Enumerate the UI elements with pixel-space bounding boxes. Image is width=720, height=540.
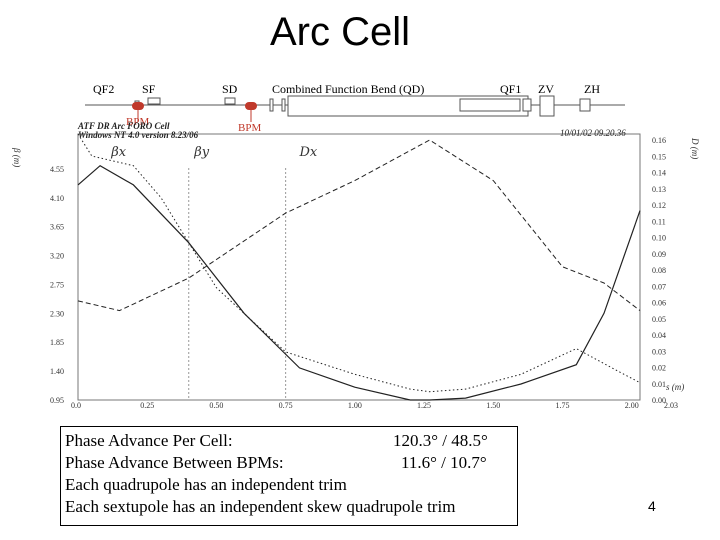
y-right-tick-label: 0.08 bbox=[652, 266, 666, 275]
y-right-tick-label: 0.13 bbox=[652, 185, 666, 194]
x-tick-label: 2.00 bbox=[625, 401, 639, 410]
plot-frame bbox=[77, 133, 641, 401]
x-axis-label: s (m) bbox=[666, 382, 684, 392]
y-right-tick-label: 0.04 bbox=[652, 331, 666, 340]
note-row: Phase Advance Per Cell: 120.3° / 48.5° bbox=[65, 430, 517, 452]
y-left-tick-label: 4.55 bbox=[50, 165, 64, 174]
y-right-tick-label: 0.09 bbox=[652, 250, 666, 259]
bpm-label-1: BPM bbox=[126, 116, 150, 128]
zv-magnet bbox=[539, 95, 555, 117]
slide-title: Arc Cell bbox=[269, 10, 411, 54]
x-tick-label: 1.00 bbox=[348, 401, 362, 410]
y-right-tick-label: 0.03 bbox=[652, 347, 666, 356]
marker bbox=[269, 98, 274, 112]
y-right-axis-label: D (m) bbox=[690, 137, 700, 159]
x-tick-label: 0.75 bbox=[279, 401, 293, 410]
y-right-tick-label: 0.06 bbox=[652, 299, 666, 308]
y-right-tick-label: 0.14 bbox=[652, 169, 666, 178]
y-left-axis-label: β (m) bbox=[12, 147, 22, 167]
label-qf1: QF1 bbox=[500, 82, 522, 96]
x-tick-label: 0.0 bbox=[71, 401, 81, 410]
y-left-tick-label: 2.75 bbox=[50, 280, 64, 289]
y-right-tick-label: 0.01 bbox=[652, 380, 666, 389]
series-line-Dx bbox=[77, 139, 641, 312]
zh-magnet bbox=[579, 98, 591, 112]
plot-series bbox=[77, 133, 641, 401]
y-left-tick-label: 1.85 bbox=[50, 338, 64, 347]
x-tick-label: 0.50 bbox=[209, 401, 223, 410]
qf1-magnet bbox=[522, 98, 532, 112]
note-value: 120.3° / 48.5° bbox=[393, 431, 488, 450]
label-zh: ZH bbox=[584, 82, 600, 96]
y-left-tick-label: 3.20 bbox=[50, 252, 64, 261]
y-right-tick-label: 0.12 bbox=[652, 201, 666, 210]
y-left-tick-label: 2.30 bbox=[50, 309, 64, 318]
page-number: 4 bbox=[648, 498, 656, 514]
y-right-tick-label: 0.02 bbox=[652, 364, 666, 373]
note-value: 11.6° / 10.7° bbox=[401, 453, 487, 472]
note-label: Phase Advance Between BPMs: bbox=[65, 453, 284, 472]
label-bend: Combined Function Bend (QD) bbox=[272, 82, 425, 96]
x-tick-label: 1.25 bbox=[417, 401, 431, 410]
y-right-tick-label: 0.00 bbox=[652, 396, 666, 405]
y-left-tick-label: 4.10 bbox=[50, 194, 64, 203]
x-tick-label: 1.75 bbox=[555, 401, 569, 410]
plot-date: 10/01/02 09.20.36 bbox=[560, 128, 626, 138]
y-left-tick-label: 0.95 bbox=[50, 396, 64, 405]
y-left-tick-label: 1.40 bbox=[50, 367, 64, 376]
bpm-marker bbox=[245, 102, 257, 110]
y-right-tick-label: 0.10 bbox=[652, 234, 666, 243]
y-right-tick-label: 0.05 bbox=[652, 315, 666, 324]
plot-ticks: βx βy Dx 4.55 4.10 3.65 3.20 2.75 2.30 1.85 1.40 0.… bbox=[12, 136, 700, 410]
bpm-label-2: BPM bbox=[238, 122, 262, 134]
note-label: Each sextupole has an independent skew q… bbox=[65, 497, 456, 516]
x-tick-label: 2.03 bbox=[664, 401, 678, 410]
label-qf2: QF2 bbox=[93, 82, 115, 96]
bpm-marker bbox=[132, 102, 144, 110]
y-right-tick-label: 0.07 bbox=[652, 282, 666, 291]
lattice-schematic: QF2 SF SD Combined Function Bend (QD) QF… bbox=[60, 70, 640, 134]
lattice-drawing bbox=[85, 95, 625, 122]
note-row: Phase Advance Between BPMs: 11.6° / 10.7… bbox=[65, 452, 517, 474]
note-row: Each quadrupole has an independent trim bbox=[65, 474, 517, 496]
label-zv: ZV bbox=[538, 82, 554, 96]
bend-inner bbox=[459, 98, 521, 112]
y-right-tick-label: 0.16 bbox=[652, 136, 666, 145]
label-sf: SF bbox=[142, 82, 156, 96]
y-left-tick-label: 3.65 bbox=[50, 223, 64, 232]
curve-marker-label: βx bbox=[110, 145, 127, 160]
plot-header: ATF DR Arc FORO Cell Windows NT 4.0 vers… bbox=[78, 122, 198, 140]
sd-magnet bbox=[224, 97, 236, 105]
curve-marker-label: Dx bbox=[298, 145, 317, 160]
y-right-tick-label: 0.11 bbox=[652, 217, 666, 226]
x-tick-label: 0.25 bbox=[140, 401, 154, 410]
y-right-tick-label: 0.15 bbox=[652, 152, 666, 161]
note-label: Each quadrupole has an independent trim bbox=[65, 475, 347, 494]
plot-header-line1: ATF DR Arc FORO Cell bbox=[78, 121, 170, 131]
plot-header-line2: Windows NT 4.0 version 8.23/06 bbox=[78, 130, 199, 140]
series-line-βx bbox=[77, 164, 641, 401]
note-row: Each sextupole has an independent skew q… bbox=[65, 496, 517, 518]
plot-border bbox=[77, 133, 641, 401]
note-label: Phase Advance Per Cell: bbox=[65, 431, 233, 450]
label-sd: SD bbox=[222, 82, 238, 96]
sf-magnet bbox=[147, 97, 161, 105]
x-tick-label: 1.50 bbox=[486, 401, 500, 410]
notes-box: Phase Advance Per Cell: 120.3° / 48.5° P… bbox=[60, 426, 518, 526]
marker bbox=[281, 98, 286, 112]
curve-marker-label: βy bbox=[193, 145, 210, 160]
series-line-βy bbox=[77, 133, 641, 393]
